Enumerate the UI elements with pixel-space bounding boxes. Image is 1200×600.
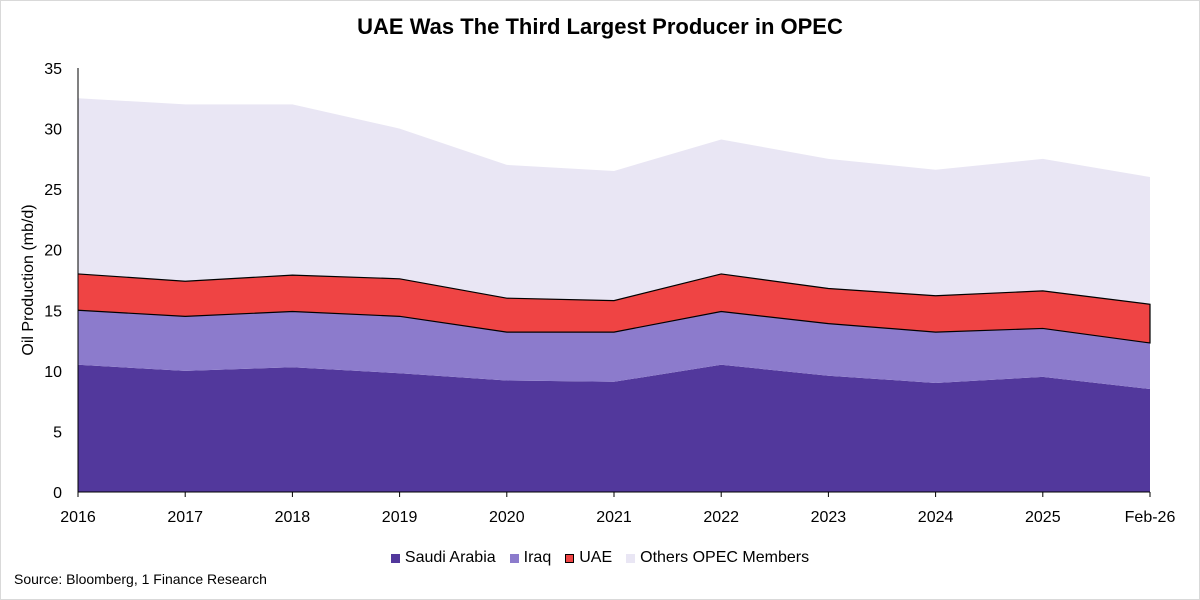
- legend-swatch: [390, 553, 400, 563]
- area-layers: [78, 98, 1150, 492]
- x-tick-label: 2023: [811, 509, 847, 526]
- area-uae: [78, 273, 1150, 343]
- y-tick-label: 35: [44, 61, 62, 78]
- x-tick-label: 2017: [167, 509, 203, 526]
- uae-outline: [77, 273, 1151, 344]
- x-tick-label: Feb-26: [1125, 509, 1176, 526]
- y-tick-label: 0: [53, 485, 62, 502]
- y-tick-label: 30: [44, 122, 62, 139]
- x-tick-label: 2021: [596, 509, 632, 526]
- legend-item-uae: UAE: [565, 549, 612, 567]
- x-tick-label: 2024: [918, 509, 954, 526]
- legend-label: Saudi Arabia: [404, 549, 496, 566]
- area-others-opec-members: [78, 98, 1150, 305]
- legend: Saudi Arabia Iraq UAE Others OPEC Members: [0, 549, 1200, 567]
- x-tick-label: 2016: [60, 509, 96, 526]
- y-tick-label: 10: [44, 364, 62, 381]
- area-saudi-arabia: [78, 364, 1150, 492]
- legend-item-saudi-arabia: Saudi Arabia: [390, 549, 496, 567]
- legend-label: UAE: [579, 549, 613, 566]
- x-tick-label: 2018: [275, 509, 311, 526]
- x-tick-label: 2020: [489, 509, 525, 526]
- legend-swatch: [626, 553, 636, 563]
- axes: [77, 68, 1151, 497]
- legend-label: Others OPEC Members: [640, 549, 810, 566]
- y-tick-label: 15: [44, 303, 62, 320]
- y-tick-label: 25: [44, 182, 62, 199]
- y-tick-labels: 0 5 10 15 20 25 30 35: [44, 61, 62, 502]
- area-iraq: [78, 310, 1150, 390]
- x-tick-labels: 2016 2017 2018 2019 2020 2021 2022 2023 2024 2025…: [60, 509, 1175, 526]
- y-tick-label: 20: [44, 243, 62, 260]
- x-tick-label: 2022: [703, 509, 739, 526]
- legend-swatch: [509, 553, 519, 563]
- series-outlines: [77, 273, 1151, 344]
- y-tick-label: 5: [53, 424, 62, 441]
- legend-item-others-opec-members: Others OPEC Members: [626, 549, 809, 567]
- x-tick-label: 2019: [382, 509, 418, 526]
- x-tick-label: 2025: [1025, 509, 1061, 526]
- source-note: Source: Bloomberg, 1 Finance Research: [14, 571, 267, 587]
- legend-label: Iraq: [523, 549, 552, 566]
- legend-swatch: [565, 553, 575, 563]
- legend-item-iraq: Iraq: [509, 549, 552, 567]
- chart-title: UAE Was The Third Largest Producer in OP…: [357, 14, 843, 39]
